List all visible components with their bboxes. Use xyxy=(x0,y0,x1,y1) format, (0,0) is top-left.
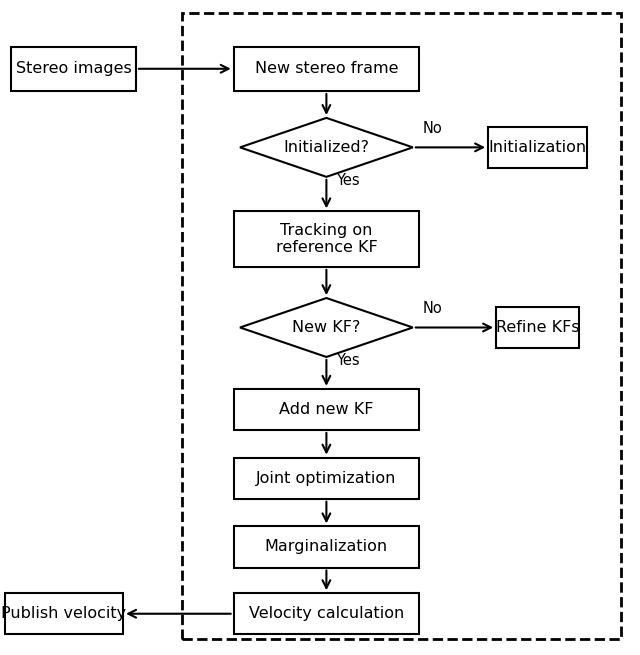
Bar xyxy=(234,47,419,91)
Bar xyxy=(234,593,419,634)
Bar xyxy=(496,307,579,348)
Bar xyxy=(182,13,621,639)
Text: Initialization: Initialization xyxy=(488,140,587,155)
Text: Yes: Yes xyxy=(336,353,360,368)
Text: Add new KF: Add new KF xyxy=(279,402,374,417)
Text: Tracking on
reference KF: Tracking on reference KF xyxy=(276,223,377,255)
Bar xyxy=(234,527,419,567)
Bar xyxy=(12,47,136,91)
Text: Refine KFs: Refine KFs xyxy=(496,320,579,335)
Bar xyxy=(234,457,419,499)
Text: New stereo frame: New stereo frame xyxy=(255,62,398,76)
Text: No: No xyxy=(422,121,442,136)
Text: Stereo images: Stereo images xyxy=(16,62,131,76)
Text: Velocity calculation: Velocity calculation xyxy=(249,607,404,621)
Text: New KF?: New KF? xyxy=(292,320,360,335)
Bar xyxy=(5,593,124,634)
Polygon shape xyxy=(240,118,413,177)
Text: No: No xyxy=(422,301,442,316)
Text: Yes: Yes xyxy=(336,173,360,188)
Text: Publish velocity: Publish velocity xyxy=(1,607,127,621)
Bar xyxy=(488,127,588,168)
Bar xyxy=(234,389,419,430)
Bar xyxy=(234,211,419,267)
Text: Marginalization: Marginalization xyxy=(265,540,388,554)
Text: Initialized?: Initialized? xyxy=(284,140,369,155)
Polygon shape xyxy=(240,298,413,357)
Text: Joint optimization: Joint optimization xyxy=(256,471,397,485)
